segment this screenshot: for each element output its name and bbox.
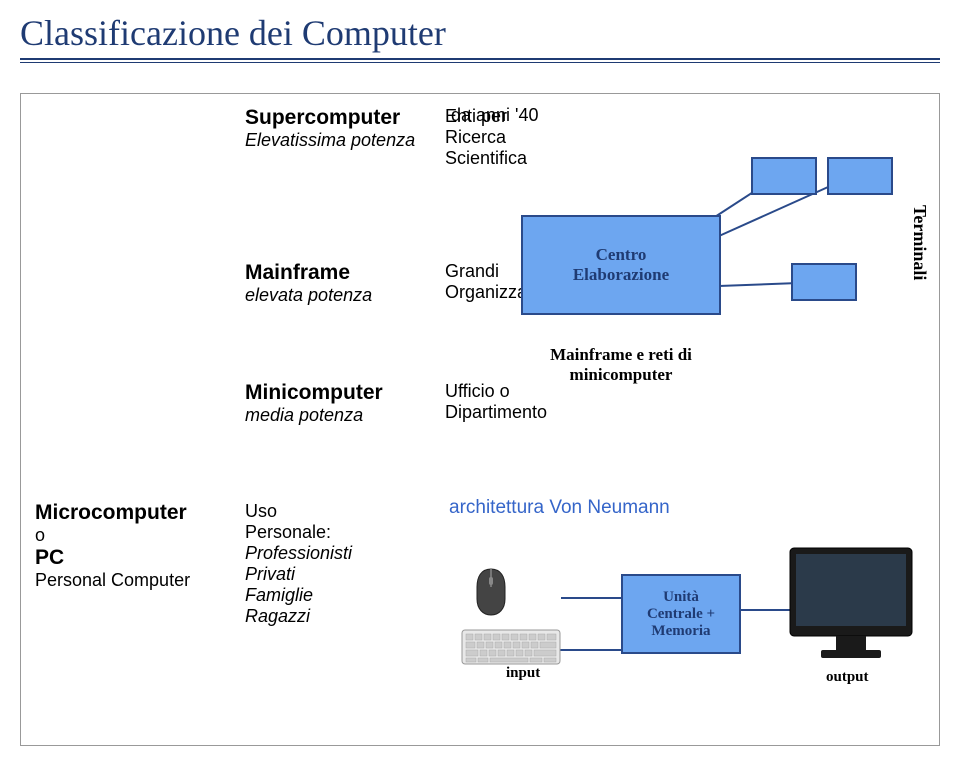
page-title: Classificazione dei Computer — [0, 0, 960, 58]
classification-table: Supercomputer Elevatissima potenza Enti … — [20, 93, 940, 746]
terminal-box — [791, 263, 857, 301]
label: Elevatissima potenza — [245, 130, 421, 151]
row-mini-name: Minicomputer media potenza — [231, 369, 431, 489]
terminal-box — [827, 157, 893, 195]
terminali-label: Terminali — [909, 205, 930, 280]
label: Famiglie — [245, 585, 421, 606]
label: Privati — [245, 564, 421, 585]
mainframe-diagram-cell — [21, 94, 231, 489]
cpu-box: Unità Centrale + Memoria — [621, 574, 741, 654]
era-label: da anni '40 — [451, 105, 539, 126]
monitor-icon — [786, 544, 916, 664]
label: Personale: — [245, 522, 421, 543]
label: elevata potenza — [245, 285, 421, 306]
input-label: input — [506, 665, 540, 682]
centro-box: Centro Elaborazione — [521, 215, 721, 315]
label: Mainframe — [245, 261, 421, 285]
mf-caption: Mainframe e reti di minicomputer — [521, 345, 721, 385]
label: Minicomputer — [245, 381, 421, 405]
connector-line — [559, 649, 621, 651]
von-neumann-diagram: Unità Centrale + Memoria input output — [431, 489, 938, 709]
mainframe-diagram: da anni '40 Centro Elaborazione Mainfram… — [431, 95, 938, 489]
row-super-name: Supercomputer Elevatissima potenza — [231, 94, 431, 249]
label: Ragazzi — [245, 606, 421, 627]
label: Professionisti — [245, 543, 421, 564]
title-rule — [20, 58, 940, 63]
keyboard-icon — [461, 629, 561, 665]
label: Personal Computer — [35, 570, 221, 591]
row-micro-name: Microcomputer o PC Personal Computer — [21, 489, 231, 711]
row-micro-use: Uso Personale: Professionisti Privati Fa… — [231, 489, 431, 711]
label: media potenza — [245, 405, 421, 426]
label: Uso — [245, 501, 421, 522]
row-mainframe-name: Mainframe elevata potenza — [231, 249, 431, 369]
label: PC — [35, 546, 221, 570]
label: Supercomputer — [245, 106, 421, 130]
output-label: output — [826, 669, 869, 686]
label: o — [35, 525, 221, 546]
label: Microcomputer — [35, 501, 221, 525]
mouse-icon — [471, 567, 511, 617]
connector-line — [561, 597, 621, 599]
terminal-box — [751, 157, 817, 195]
